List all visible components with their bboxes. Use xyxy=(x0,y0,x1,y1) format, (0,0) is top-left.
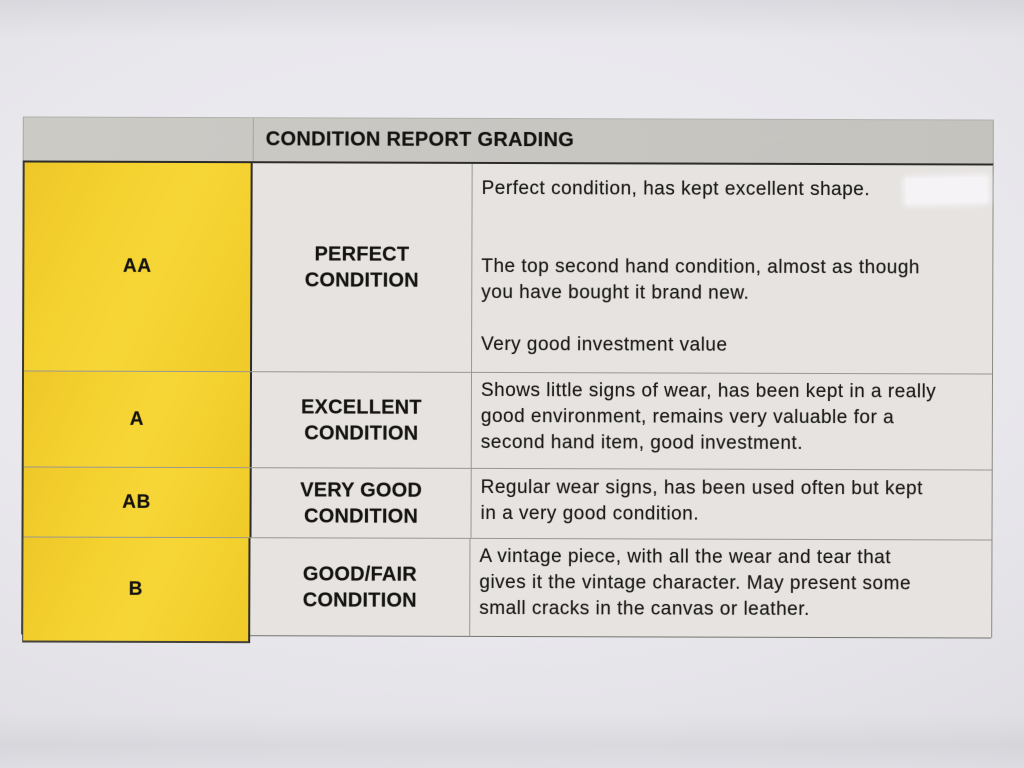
grade-rows: AA PERFECT CONDITION Perfect condition, … xyxy=(21,160,994,644)
description-cell: A vintage piece, with all the wear and t… xyxy=(470,538,992,639)
condition-label-cell: PERFECT CONDITION xyxy=(252,163,473,372)
description-paragraph: Perfect condition, has kept excellent sh… xyxy=(481,177,871,201)
description-cell: Shows little signs of wear, has been kep… xyxy=(472,373,992,470)
table-row-b: B GOOD/FAIR CONDITION A vintage piece, w… xyxy=(22,536,992,644)
grade-cell: AA xyxy=(24,162,253,372)
description-paragraph: A vintage piece, with all the wear and t… xyxy=(479,545,912,620)
description-paragraph: Very good investment value xyxy=(481,333,728,356)
table-header-row: CONDITION REPORT GRADING xyxy=(22,116,994,164)
condition-label-cell: VERY GOOD CONDITION xyxy=(251,468,472,538)
condition-label-cell: EXCELLENT CONDITION xyxy=(251,372,473,468)
grade-cell: A xyxy=(23,371,253,468)
condition-grading-table: CONDITION REPORT GRADING AA PERFECT COND… xyxy=(21,116,994,644)
table-title: CONDITION REPORT GRADING xyxy=(265,128,575,152)
header-empty-cell xyxy=(23,117,254,162)
condition-label-cell: GOOD/FAIR CONDITION xyxy=(250,538,471,637)
description-paragraph: Shows little signs of wear, has been kep… xyxy=(480,379,937,454)
grade-cell: B xyxy=(22,537,251,644)
whiteout-mark xyxy=(905,176,988,205)
description-paragraph: Regular wear signs, has been used often … xyxy=(480,476,923,525)
description-cell: Regular wear signs, has been used often … xyxy=(471,469,991,540)
description-paragraph: The top second hand condition, almost as… xyxy=(481,255,921,304)
table-row-ab: AB VERY GOOD CONDITION Regular wear sign… xyxy=(23,466,992,540)
table-row-aa: AA PERFECT CONDITION Perfect condition, … xyxy=(24,162,993,373)
table-row-a: A EXCELLENT CONDITION Shows little signs… xyxy=(23,370,993,470)
grade-cell: AB xyxy=(23,467,252,538)
